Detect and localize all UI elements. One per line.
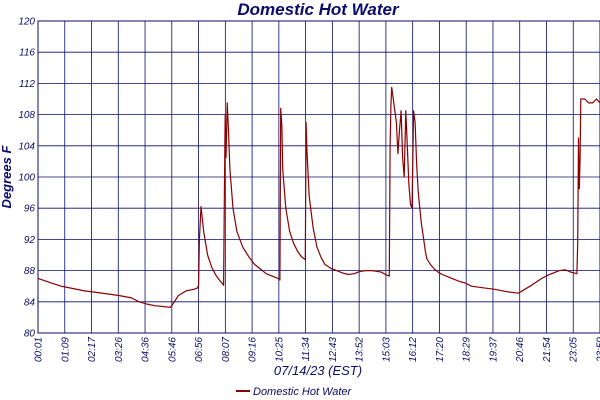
- x-axis-ticks: 00:01 01:09 02:17 03:26 04:36 05:46 06:56 08:07…: [34, 337, 600, 363]
- y-tick-label: 108: [18, 110, 35, 121]
- x-tick-label: 12:43: [328, 337, 339, 362]
- y-tick-label: 112: [19, 79, 35, 90]
- y-tick-label: 92: [24, 235, 36, 246]
- x-tick-label: 06:56: [194, 337, 205, 362]
- y-axis-ticks: 80 84 88 92 96 100 104 108 112 116 120: [18, 17, 35, 340]
- x-tick-label: 16:12: [408, 337, 419, 362]
- series-line-domestic-hot-water: [37, 86, 600, 308]
- x-tick-label: 02:17: [87, 337, 98, 362]
- y-tick-label: 84: [24, 297, 36, 308]
- legend: Domestic Hot Water: [236, 386, 353, 398]
- y-tick-label: 104: [18, 141, 35, 152]
- series-layer: [37, 86, 600, 308]
- x-tick-label: 18:29: [462, 337, 473, 362]
- x-tick-label: 13:52: [355, 337, 366, 362]
- grid: [38, 21, 600, 333]
- x-tick-label: 04:36: [141, 337, 152, 362]
- x-tick-label: 17:20: [435, 337, 446, 362]
- y-tick-label: 88: [24, 266, 36, 277]
- x-tick-label: 03:26: [114, 337, 125, 362]
- y-axis-label: Degrees F: [0, 145, 14, 209]
- x-tick-label: 21:54: [542, 337, 553, 363]
- y-tick-label: 120: [18, 17, 35, 28]
- x-tick-label: 23:05: [569, 337, 580, 363]
- x-tick-label: 00:01: [34, 337, 45, 362]
- x-tick-label: 09:16: [248, 337, 259, 362]
- y-tick-label: 80: [24, 329, 36, 340]
- x-tick-label: 10:25: [274, 337, 285, 362]
- x-tick-label: 11:34: [301, 337, 312, 362]
- y-tick-label: 96: [24, 204, 36, 215]
- legend-label: Domestic Hot Water: [253, 386, 353, 398]
- chart-title: Domestic Hot Water: [237, 0, 400, 19]
- x-tick-label: 15:03: [381, 337, 392, 362]
- x-tick-label: 23:59: [596, 337, 600, 363]
- y-tick-label: 100: [18, 173, 35, 184]
- x-tick-label: 05:46: [167, 337, 178, 362]
- x-tick-label: 20:46: [515, 337, 526, 363]
- x-tick-label: 01:09: [60, 337, 71, 362]
- x-axis-label: 07/14/23 (EST): [274, 363, 362, 378]
- plot-area: [37, 20, 600, 334]
- x-tick-label: 19:37: [488, 337, 499, 362]
- y-tick-label: 116: [19, 48, 35, 59]
- x-tick-label: 08:07: [221, 337, 232, 362]
